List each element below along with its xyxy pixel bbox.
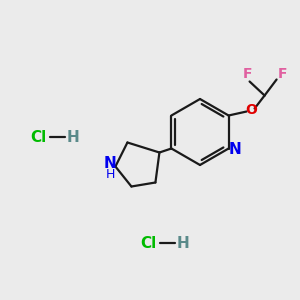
- Text: O: O: [246, 103, 257, 118]
- Text: F: F: [278, 67, 287, 80]
- Text: Cl: Cl: [140, 236, 156, 250]
- Text: Cl: Cl: [30, 130, 46, 145]
- Text: F: F: [243, 68, 252, 82]
- Text: N: N: [228, 142, 241, 157]
- Text: H: H: [67, 130, 80, 145]
- Text: H: H: [177, 236, 189, 250]
- Text: H: H: [106, 168, 115, 181]
- Text: N: N: [104, 156, 117, 171]
